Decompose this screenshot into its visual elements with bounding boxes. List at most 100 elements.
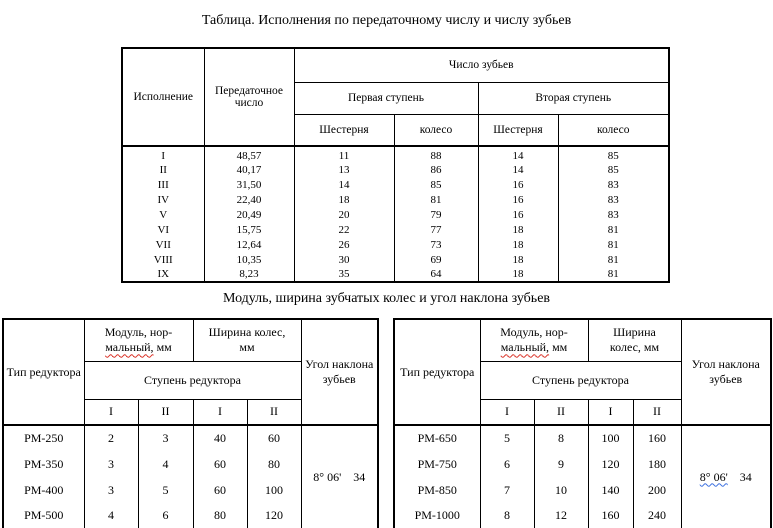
gear-table-cell: 31,50: [203, 177, 294, 192]
gear-table-cell: 16: [477, 192, 558, 207]
module-table-cell: РМ-1000: [393, 503, 480, 528]
col-header-stage: Ступень редуктора: [479, 360, 682, 400]
gear-table-cell: III: [121, 177, 204, 192]
module-label-line1: Модуль, нор-: [500, 325, 568, 340]
gear-table-cell: 83: [557, 177, 669, 192]
col-header-stage-ii: II: [533, 398, 589, 426]
gear-table-header: Исполнение Передаточное число Число зубь…: [121, 47, 670, 147]
module-table-cell: 120: [246, 503, 301, 528]
col-header-stage-ii: II: [632, 398, 682, 426]
gear-table-cell: 20,49: [203, 207, 294, 222]
gear-table-cell: 22,40: [203, 192, 294, 207]
module-table-row: РМ-250 2 3 40 60 8° 06' 34: [2, 425, 378, 528]
gear-table-cell: 30: [293, 252, 394, 267]
gear-table-cell: 18: [477, 252, 558, 267]
col-header-stage-i: I: [192, 398, 248, 426]
gear-table-cell: 18: [477, 267, 558, 282]
angle-seconds: 34: [739, 469, 752, 484]
module-table-cell: 40: [192, 425, 247, 451]
col-header-pinion2: Шестерня: [477, 113, 559, 147]
module-table-cell: 80: [246, 451, 301, 477]
col-header-stage-i: I: [479, 398, 535, 426]
module-table-cell: 100: [587, 425, 633, 451]
angle-seconds: 34: [353, 469, 366, 484]
gear-table-cell: 18: [477, 222, 558, 237]
module-table-cell: 6: [479, 451, 534, 477]
angle-value-cell: 8° 06' 34: [680, 425, 771, 528]
module-table-cell: 160: [587, 503, 633, 528]
module-table-cell: РМ-500: [2, 503, 84, 528]
gear-table-cell: 81: [557, 252, 669, 267]
col-header-stage-ii: II: [137, 398, 194, 426]
gear-table-cell: 81: [557, 237, 669, 252]
gear-table-row: V 20,49 20 79 16 83: [121, 207, 669, 222]
gear-table-cell: 8,23: [203, 267, 294, 282]
module-table-cell: РМ-850: [393, 477, 480, 503]
module-table-cell: 10: [533, 477, 588, 503]
col-header-width: Ширина колес, мм: [587, 318, 682, 362]
col-header-pinion1: Шестерня: [293, 113, 395, 147]
module-table-cell: 120: [587, 451, 633, 477]
gear-table-cell: VI: [121, 222, 204, 237]
col-header-width: Ширина колес, мм: [192, 318, 302, 362]
module-table-row: РМ-850 7 10 140 200: [393, 477, 771, 503]
col-header-stage2: Вторая ступень: [477, 81, 670, 115]
gear-table-cell: 14: [293, 177, 394, 192]
col-header-stage-i: I: [587, 398, 634, 426]
gear-table-cell: 88: [393, 146, 478, 162]
module-table-cell: 60: [192, 477, 247, 503]
angle-value-cell: 8° 06' 34: [300, 425, 378, 528]
module-table-cell: 8: [533, 425, 588, 451]
module-label-line1: Модуль, нор-: [104, 325, 173, 340]
module-table-cell: 2: [83, 425, 138, 451]
gear-table-cell: 14: [477, 146, 558, 162]
module-table-body-0: РМ-250 2 3 40 60 8° 06' 34 РМ-350 3 4 60 80 РМ-400 3 5…: [2, 425, 378, 528]
gear-table-cell: IX: [121, 267, 204, 282]
gear-table-row: VII 12,64 26 73 18 81: [121, 237, 669, 252]
module-table-cell: 60: [246, 425, 301, 451]
module-table-cell: 12: [533, 503, 588, 528]
gear-table-cell: 83: [557, 192, 669, 207]
module-table-right-header: Тип редуктора Модуль, нор- мальный, мм Ш…: [393, 318, 772, 426]
module-table-cell: 180: [632, 451, 681, 477]
col-header-stage-i: I: [83, 398, 139, 426]
gear-table-cell: 16: [477, 207, 558, 222]
gear-table-row: II 40,17 13 86 14 85: [121, 162, 669, 177]
module-table-body-1: РМ-650 5 8 100 160 8° 06' 34 РМ-750 6 9 120 180 РМ-8…: [393, 425, 771, 528]
gear-table-cell: 81: [557, 267, 669, 282]
col-header-wheel2: колесо: [557, 113, 670, 147]
gear-table-row: III 31,50 14 85 16 83: [121, 177, 669, 192]
gear-table-row: VIII 10,35 30 69 18 81: [121, 252, 669, 267]
module-table-row: РМ-750 6 9 120 180: [393, 451, 771, 477]
gear-table-cell: 12,64: [203, 237, 294, 252]
gear-table-title: Таблица. Исполнения по передаточному чис…: [201, 13, 572, 28]
gear-table-cell: VIII: [121, 252, 204, 267]
module-table-cell: 8: [479, 503, 534, 528]
gear-table-row: I 48,57 11 88 14 85: [121, 146, 669, 162]
col-header-module: Модуль, нор- мальный, мм: [83, 318, 194, 362]
col-header-teeth: Число зубьев: [293, 47, 670, 83]
col-header-angle: Угол наклона зубьев: [300, 318, 379, 426]
gear-table-cell: 81: [393, 192, 478, 207]
module-label-rest: мм: [153, 340, 172, 355]
module-table-row: РМ-650 5 8 100 160 8° 06' 34: [393, 425, 771, 528]
gear-table-cell: 35: [293, 267, 394, 282]
module-table-cell: РМ-350: [2, 451, 84, 477]
module-table-cell: РМ-650: [393, 425, 480, 451]
col-header-type: Тип редуктора: [2, 318, 85, 426]
gear-table-cell: 77: [393, 222, 478, 237]
angle-prefix: 8° 06': [313, 469, 342, 484]
gear-table-cell: 11: [293, 146, 394, 162]
module-table-cell: 60: [192, 451, 247, 477]
gear-table-row: IV 22,40 18 81 16 83: [121, 192, 669, 207]
module-table-cell: 7: [479, 477, 534, 503]
gear-table-cell: 83: [557, 207, 669, 222]
gear-table-cell: 15,75: [203, 222, 294, 237]
col-header-ratio: Передаточное число: [203, 47, 295, 147]
col-header-wheel1: колесо: [393, 113, 479, 147]
module-table-cell: 80: [192, 503, 247, 528]
module-label-rest: мм: [549, 340, 568, 355]
gear-table-cell: 18: [477, 237, 558, 252]
gear-table-cell: 20: [293, 207, 394, 222]
